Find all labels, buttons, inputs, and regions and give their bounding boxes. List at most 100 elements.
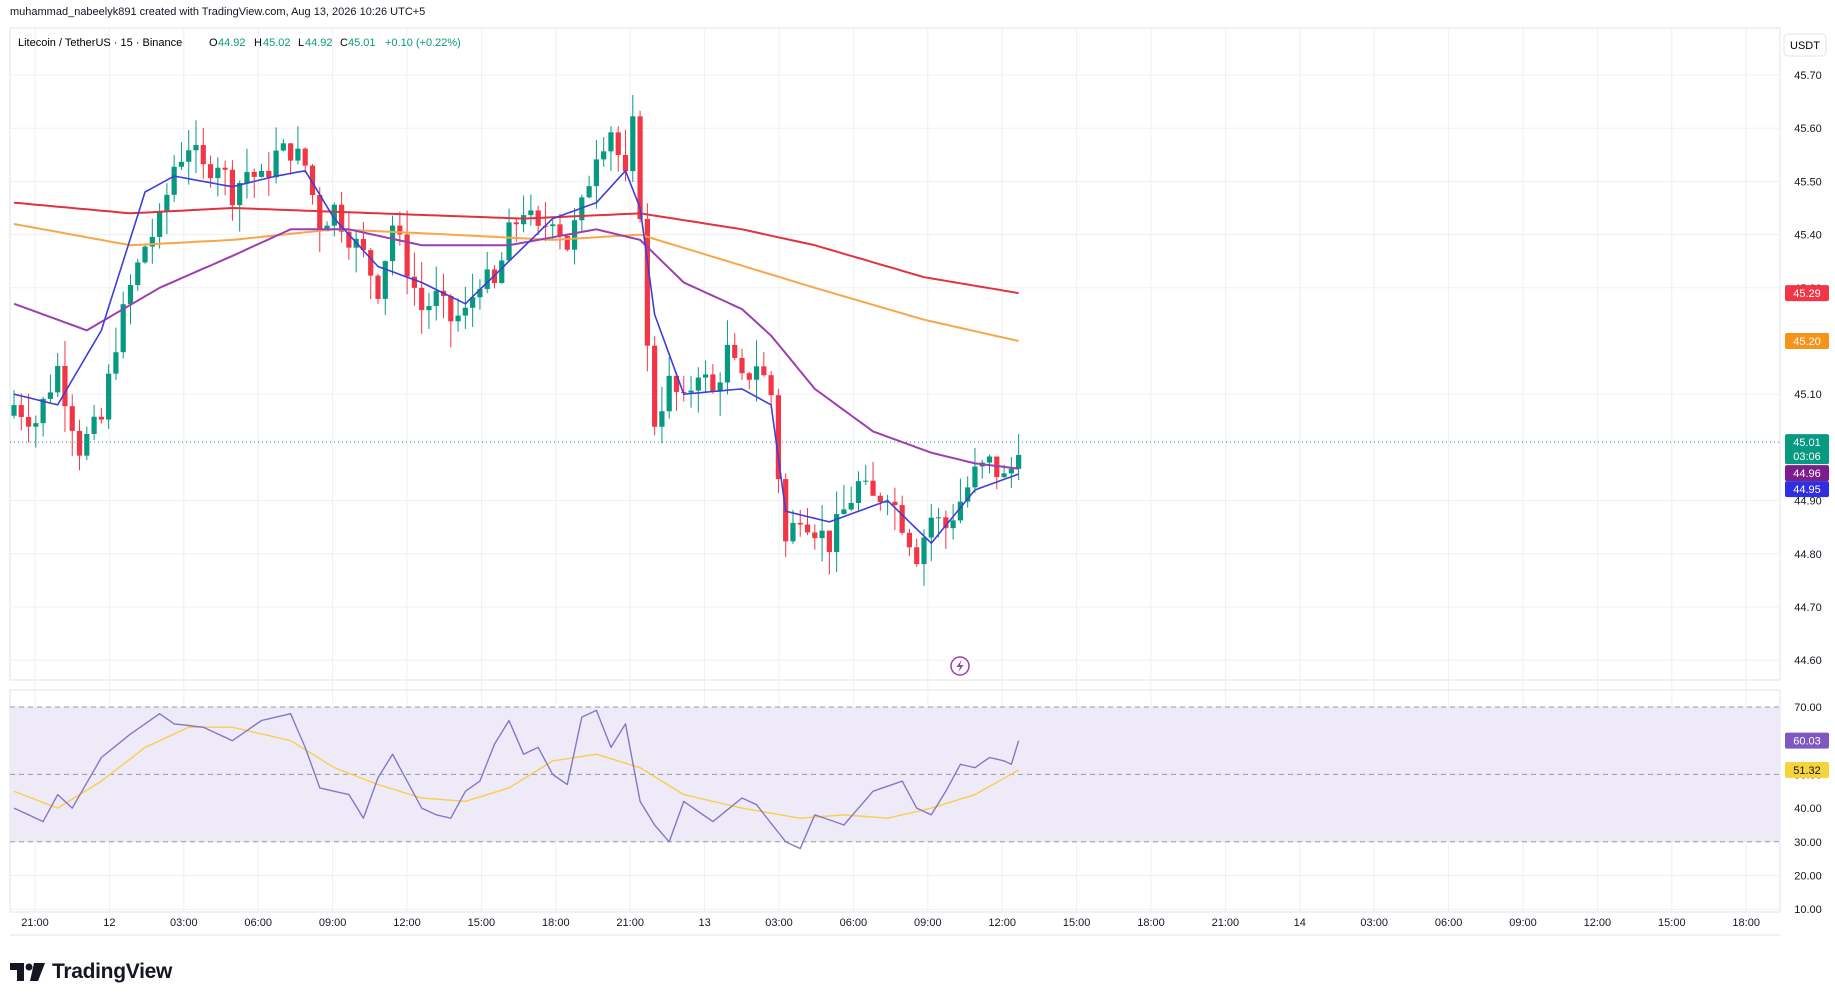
candlesticks: [10, 94, 1780, 586]
candle-body: [178, 161, 185, 167]
candle: [142, 244, 148, 264]
candle: [994, 456, 1000, 490]
lightning-icon[interactable]: [950, 656, 970, 676]
candle-body: [819, 530, 825, 539]
candle-body: [630, 116, 636, 172]
candle: [258, 163, 265, 178]
candle-body: [1016, 454, 1022, 469]
candle: [644, 203, 650, 372]
candle: [885, 494, 891, 516]
candle-body: [593, 159, 599, 187]
price-badge-ma-orange-value: 45.20: [1793, 336, 1821, 348]
candle-body: [222, 167, 228, 170]
time-tick-label: 13: [698, 917, 710, 929]
candle-body: [251, 171, 257, 177]
candle-body: [84, 433, 90, 456]
candle-body: [360, 238, 367, 251]
candle-body: [33, 423, 39, 427]
candle-body: [411, 276, 417, 288]
candle-body: [25, 416, 32, 427]
price-tick-label: 45.70: [1794, 70, 1822, 82]
candle: [433, 266, 439, 321]
legend-close-value: 45.01: [348, 37, 376, 49]
candle: [91, 404, 97, 441]
time-tick-label: 12:00: [393, 917, 421, 929]
candle: [62, 341, 68, 432]
candle: [266, 152, 272, 196]
candle: [164, 183, 170, 235]
candle-body: [965, 487, 971, 502]
candle-body: [462, 307, 468, 316]
candle: [972, 448, 978, 493]
candle: [790, 509, 796, 544]
candle: [608, 126, 614, 171]
candle-body: [280, 143, 286, 151]
time-tick-label: 12:00: [988, 917, 1016, 929]
candle-body: [943, 517, 949, 529]
time-tick-label: 15:00: [468, 917, 496, 929]
candle-body: [899, 505, 905, 533]
price-badge-ma-blue-value: 44.95: [1793, 484, 1821, 496]
legend-close-label: C: [340, 37, 348, 49]
candle-body: [863, 480, 869, 482]
candle: [244, 148, 250, 199]
time-tick-label: 06:00: [840, 917, 868, 929]
candle-body: [368, 250, 374, 276]
candle-body: [666, 375, 672, 412]
candle-body: [688, 390, 694, 393]
price-panel-frame: [9, 27, 1781, 681]
candle-body: [339, 204, 345, 232]
ma-blue-line: [13, 170, 1019, 544]
candle: [906, 528, 913, 557]
candle-body: [746, 373, 752, 380]
candle-body: [106, 373, 112, 420]
rsi-tick-label: 40.00: [1794, 803, 1822, 815]
candle: [703, 360, 709, 392]
candle-body: [309, 165, 316, 196]
candle-body: [790, 522, 796, 542]
candle-body: [673, 375, 680, 392]
candle: [921, 529, 927, 586]
time-tick-label: 03:00: [1360, 917, 1388, 929]
candle: [98, 407, 104, 424]
price-badge-last: 45.01 03:06: [1785, 434, 1829, 465]
candle: [855, 471, 862, 511]
candle-body: [200, 145, 206, 165]
candle: [448, 294, 454, 348]
candle-body: [375, 275, 381, 299]
price-tick-label: 44.80: [1794, 549, 1822, 561]
candle-body: [266, 170, 272, 178]
candle-body: [877, 495, 883, 503]
candle: [251, 168, 257, 199]
currency-button[interactable]: USDT: [1783, 33, 1827, 57]
candle-body: [135, 262, 141, 286]
candle: [127, 274, 134, 325]
candle: [877, 492, 883, 511]
candle: [280, 138, 286, 152]
candle: [732, 333, 738, 361]
candle: [564, 235, 570, 252]
candle-body: [986, 456, 993, 463]
candle-body: [557, 224, 563, 236]
candle: [186, 129, 192, 185]
candle: [222, 160, 228, 196]
candle: [470, 273, 476, 327]
candle-body: [564, 235, 570, 250]
candle-body: [477, 289, 483, 298]
candle: [717, 372, 723, 416]
candle: [113, 327, 119, 380]
candle: [571, 208, 578, 265]
candle: [746, 371, 752, 390]
candle-body: [775, 395, 781, 480]
legend-high-label: H: [254, 37, 262, 49]
candle: [375, 273, 381, 304]
candle: [229, 160, 235, 221]
price-tick-label: 44.90: [1794, 496, 1822, 508]
time-tick-label: 18:00: [1732, 917, 1760, 929]
candle-body: [317, 195, 323, 232]
candle: [819, 505, 825, 562]
candle: [673, 372, 680, 411]
candle: [178, 142, 185, 171]
candle-body: [98, 416, 104, 420]
